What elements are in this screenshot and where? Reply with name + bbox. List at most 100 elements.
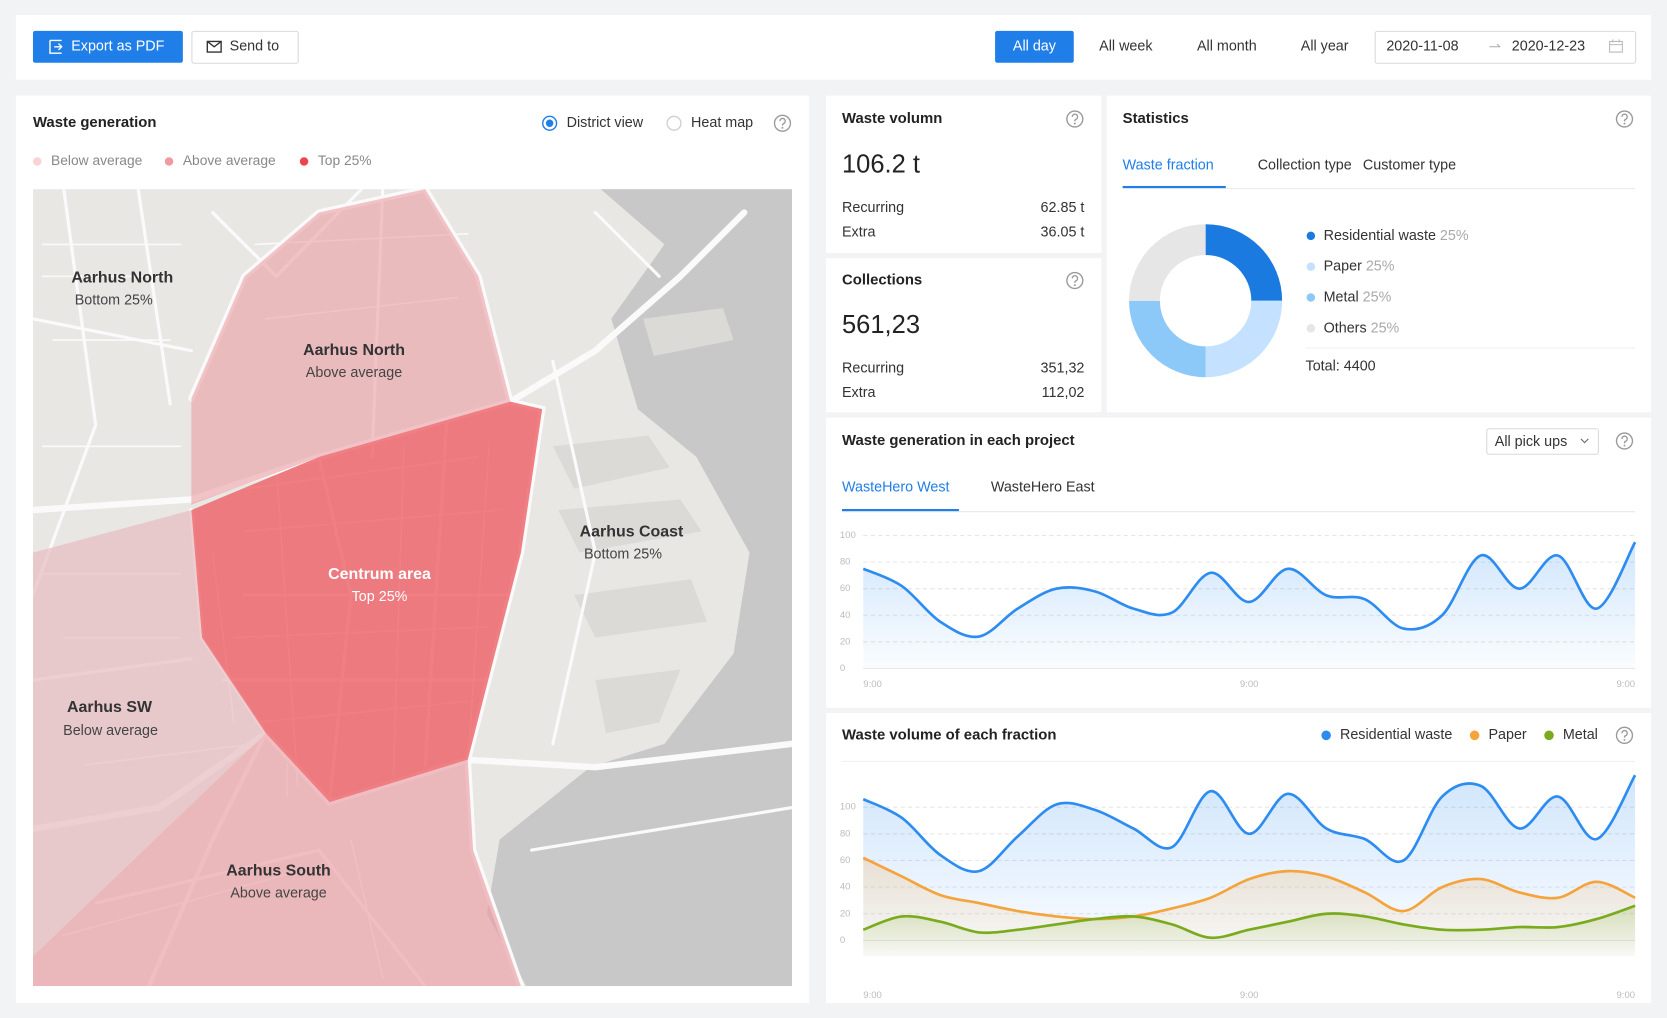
date-start[interactable]: 2020-11-08: [1386, 39, 1458, 55]
district-level: Bottom 25%: [584, 546, 662, 562]
card-title: Waste volume of each fraction: [842, 727, 1056, 743]
legend-label: Below average: [51, 152, 143, 168]
map-water: [486, 189, 793, 987]
send-icon: [206, 40, 222, 53]
district-level: Below average: [63, 723, 158, 739]
tab[interactable]: WasteHero East: [991, 480, 1095, 496]
legend-dot: [32, 157, 42, 166]
legend-label: Paper: [1488, 727, 1526, 743]
legend-dot: [1306, 262, 1316, 271]
range-option[interactable]: All year: [1301, 39, 1349, 55]
card-title: Waste volumn: [842, 111, 942, 127]
range-option[interactable]: All week: [1099, 39, 1153, 55]
tab-active[interactable]: Waste fraction: [1123, 158, 1214, 174]
line: [862, 856, 1636, 921]
legend-name: Metal: [1324, 289, 1359, 305]
row-value: 112,02: [1042, 385, 1085, 401]
radio-dot: [545, 119, 554, 127]
tab[interactable]: Collection type: [1258, 158, 1352, 174]
legend-label: Top 25%: [318, 152, 372, 168]
range-option[interactable]: All day: [1013, 39, 1057, 55]
district-above-average[interactable]: [191, 189, 511, 505]
view-option[interactable]: Heat map: [691, 115, 753, 131]
row-label: Recurring: [842, 200, 904, 216]
legend-dot: [1469, 730, 1480, 741]
x-tick-label: 9:00: [1240, 679, 1259, 690]
line-chart: 0 20 40 60 80 100 9:00 9:00 9:00: [840, 774, 1637, 1001]
row-value: 36.05 t: [1041, 224, 1085, 240]
x-tick-label: 9:00: [863, 990, 882, 1001]
legend-entry: Others 25%: [1324, 320, 1400, 336]
legend-value: 25%: [1366, 259, 1395, 275]
legend-label: Above average: [183, 152, 276, 168]
y-tick-label: 100: [840, 802, 856, 813]
district-name: Aarhus South: [226, 863, 331, 880]
y-tick-label: 20: [840, 636, 851, 647]
statistics-total: Total: 4400: [1306, 358, 1376, 374]
send-button[interactable]: Send to: [191, 30, 299, 64]
legend-name: Paper: [1324, 259, 1362, 275]
range-active-bg[interactable]: [995, 30, 1074, 63]
row-value: 351,32: [1041, 361, 1085, 377]
date-range-box[interactable]: [1374, 30, 1637, 64]
radio[interactable]: [666, 115, 682, 131]
tab[interactable]: Customer type: [1363, 158, 1456, 174]
y-tick-label: 20: [840, 908, 851, 919]
export-label[interactable]: Export as PDF: [71, 39, 164, 55]
y-tick-label: 80: [840, 557, 851, 568]
legend-dot: [1306, 324, 1316, 333]
legend-entry: Paper 25%: [1324, 259, 1395, 275]
send-label[interactable]: Send to: [230, 39, 279, 55]
legend-name: Others: [1324, 320, 1367, 336]
card-total: 561,23: [842, 311, 920, 339]
x-tick-label: 9:00: [863, 679, 882, 690]
card-title: Collections: [842, 272, 922, 288]
legend-label: Residential waste: [1340, 727, 1452, 743]
legend-label: Metal: [1563, 727, 1598, 743]
tab-active[interactable]: WasteHero West: [842, 480, 950, 496]
send-button-bg[interactable]: [191, 30, 299, 64]
view-option[interactable]: District view: [567, 115, 644, 131]
donut-chart: Residential waste 25%Paper 25%Metal 25%O…: [1129, 224, 1469, 378]
donut-segment: [1129, 300, 1206, 378]
district-level: Bottom 25%: [75, 293, 153, 309]
row-label: Extra: [842, 385, 875, 401]
y-tick-label: 80: [840, 828, 851, 839]
filter-dropdown[interactable]: [1486, 428, 1599, 455]
district-below-average[interactable]: [32, 510, 266, 957]
legend-dot: [1321, 730, 1331, 741]
district-top[interactable]: [191, 401, 543, 803]
range-option[interactable]: All month: [1197, 39, 1257, 55]
area: [863, 542, 1636, 669]
district-level: Top 25%: [352, 589, 408, 605]
row-label: Recurring: [842, 361, 904, 377]
district-name: Aarhus SW: [67, 699, 153, 716]
legend-value: 25%: [1440, 228, 1469, 244]
y-tick-label: 0: [840, 935, 845, 946]
donut-segment: [1205, 224, 1283, 301]
district-level: Above average: [306, 365, 402, 381]
tab-underline: [1122, 185, 1226, 189]
dropdown-caret: [1580, 438, 1589, 444]
legend-value: 25%: [1371, 320, 1400, 336]
donut-segment: [1205, 300, 1283, 378]
filter-label[interactable]: All pick ups: [1495, 434, 1567, 450]
export-button-bg[interactable]: [32, 30, 183, 63]
map-piers: [552, 308, 734, 734]
export-icon: [49, 39, 63, 54]
export-button[interactable]: Export as PDF: [32, 30, 183, 63]
district-level: Above average: [230, 885, 326, 901]
donut-segment: [1129, 224, 1206, 301]
collections-card: [826, 258, 1102, 413]
card-title: Waste generation in each project: [842, 433, 1075, 449]
y-tick-label: 60: [840, 583, 851, 594]
y-tick-label: 60: [840, 855, 851, 866]
date-end[interactable]: 2020-12-23: [1512, 39, 1585, 55]
map[interactable]: Aarhus North Bottom 25% Aarhus North Abo…: [32, 189, 793, 987]
y-tick-label: 40: [840, 610, 851, 621]
district-name: Centrum area: [328, 566, 431, 583]
district-above-average[interactable]: [32, 733, 521, 987]
